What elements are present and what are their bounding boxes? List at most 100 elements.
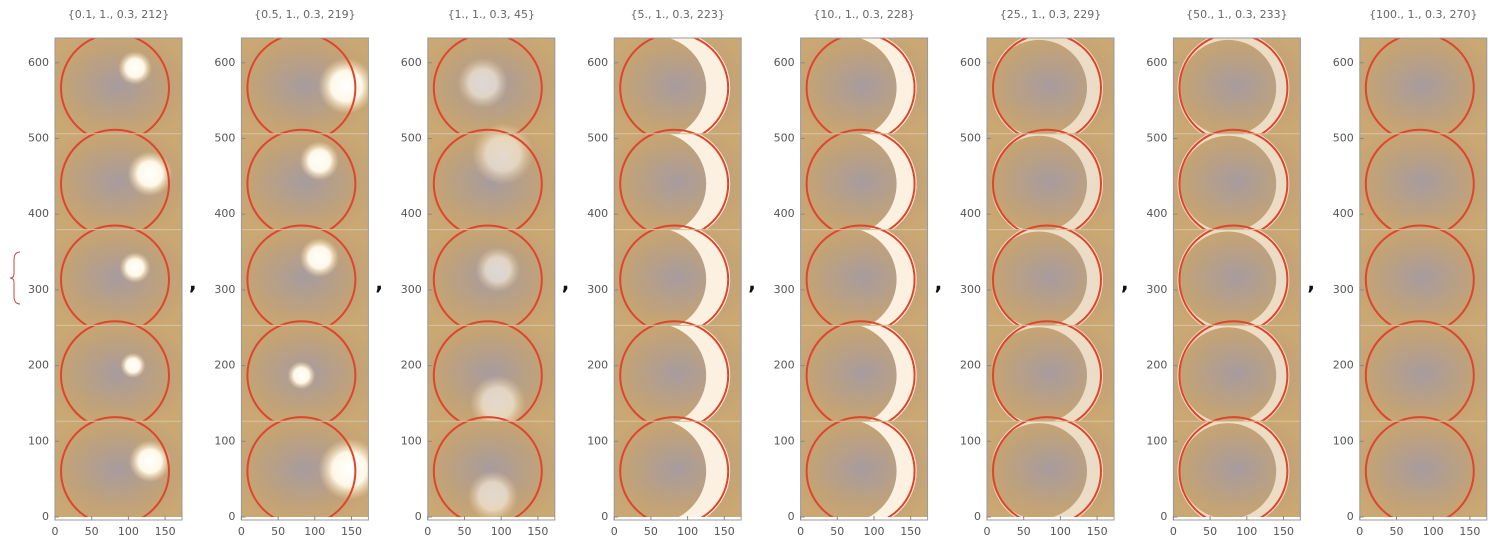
panel-title: {0.5, 1., 0.3, 219} [254,8,355,21]
y-tick-label: 100 [401,434,422,447]
y-tick-label: 100 [214,434,235,447]
x-tick-label: 150 [341,525,362,538]
brace [9,251,21,305]
x-tick-label: 0 [984,525,991,538]
y-tick-label: 500 [1333,132,1354,145]
separator: , [562,271,570,295]
x-tick-label: 100 [864,525,885,538]
panel-title: {100., 1., 0.3, 270} [1369,8,1477,21]
y-tick-label: 600 [960,56,981,69]
y-tick-label: 300 [1333,283,1354,296]
x-tick-label: 150 [714,525,735,538]
x-tick-label: 0 [1356,525,1363,538]
image-panel [55,38,182,517]
y-tick-label: 300 [1146,283,1167,296]
y-tick-label: 600 [774,56,795,69]
x-tick-label: 0 [611,525,618,538]
bright-spot [457,57,508,109]
y-tick-label: 0 [228,510,235,523]
panel-title: {0.1, 1., 0.3, 212} [68,8,169,21]
x-tick-label: 50 [830,525,844,538]
fit-circle [432,416,543,517]
x-tick-label: 150 [155,525,176,538]
y-tick-label: 300 [401,283,422,296]
x-tick-label: 0 [238,525,245,538]
y-tick-label: 300 [960,283,981,296]
y-tick-label: 600 [587,56,608,69]
x-tick-label: 50 [1203,525,1217,538]
x-tick-label: 0 [52,525,59,538]
x-tick-label: 50 [1390,525,1404,538]
image-panel [1359,38,1487,517]
y-tick-label: 400 [401,207,422,220]
y-tick-label: 600 [1146,56,1167,69]
bright-spot [129,440,171,483]
y-tick-label: 100 [28,434,49,447]
y-tick-label: 100 [1333,434,1354,447]
y-tick-label: 100 [774,434,795,447]
x-tick-label: 100 [1423,525,1444,538]
x-tick-label: 150 [1273,525,1294,538]
x-tick-label: 100 [1236,525,1257,538]
x-tick-label: 100 [491,525,512,538]
bright-spot [119,252,151,283]
y-tick-label: 400 [1146,207,1167,220]
fit-circle [992,416,1102,517]
y-tick-label: 300 [587,283,608,296]
separator: , [1121,271,1129,295]
x-tick-label: 100 [118,525,139,538]
y-tick-label: 0 [1347,510,1354,523]
image-panel [987,38,1114,517]
bright-spot [318,438,369,500]
x-tick-label: 50 [644,525,658,538]
y-tick-label: 400 [587,207,608,220]
y-tick-label: 500 [28,132,49,145]
x-tick-label: 0 [424,525,431,538]
y-tick-label: 400 [214,207,235,220]
x-tick-label: 50 [1017,525,1031,538]
y-tick-label: 300 [28,283,49,296]
x-tick-label: 50 [458,525,472,538]
frame [427,37,556,521]
y-tick-label: 600 [214,56,235,69]
y-tick-label: 0 [974,510,981,523]
x-tick-label: 150 [1459,525,1480,538]
y-tick-label: 200 [587,359,608,372]
y-tick-label: 200 [28,359,49,372]
frame [1359,37,1488,521]
y-tick-label: 200 [401,359,422,372]
x-tick-label: 50 [271,525,285,538]
frame [613,37,742,521]
image-panel [427,38,555,517]
y-tick-label: 500 [1146,132,1167,145]
y-tick-label: 600 [1333,56,1354,69]
x-tick-label: 0 [797,525,804,538]
frame [54,37,183,521]
y-tick-label: 200 [1333,359,1354,372]
bright-spot [287,361,316,390]
separator: , [935,271,943,295]
y-tick-label: 0 [601,510,608,523]
panel-title: {1., 1., 0.3, 45} [448,8,535,21]
x-tick-label: 100 [677,525,698,538]
y-tick-label: 400 [1333,207,1354,220]
y-tick-label: 400 [28,207,49,220]
panel-title: {10., 1., 0.3, 228} [813,8,914,21]
bright-spot [299,238,339,278]
frame [240,37,369,521]
y-tick-label: 500 [774,132,795,145]
image-panel [614,38,742,517]
separator: , [1307,271,1315,295]
separator: , [189,271,197,295]
y-tick-label: 500 [401,132,422,145]
bright-spot [299,141,339,181]
y-tick-label: 100 [960,434,981,447]
y-tick-label: 0 [415,510,422,523]
y-tick-label: 500 [960,132,981,145]
bright-spot [475,247,521,292]
y-tick-label: 100 [587,434,608,447]
bright-spot [120,352,146,378]
y-tick-label: 200 [774,359,795,372]
fit-circle [805,416,916,517]
